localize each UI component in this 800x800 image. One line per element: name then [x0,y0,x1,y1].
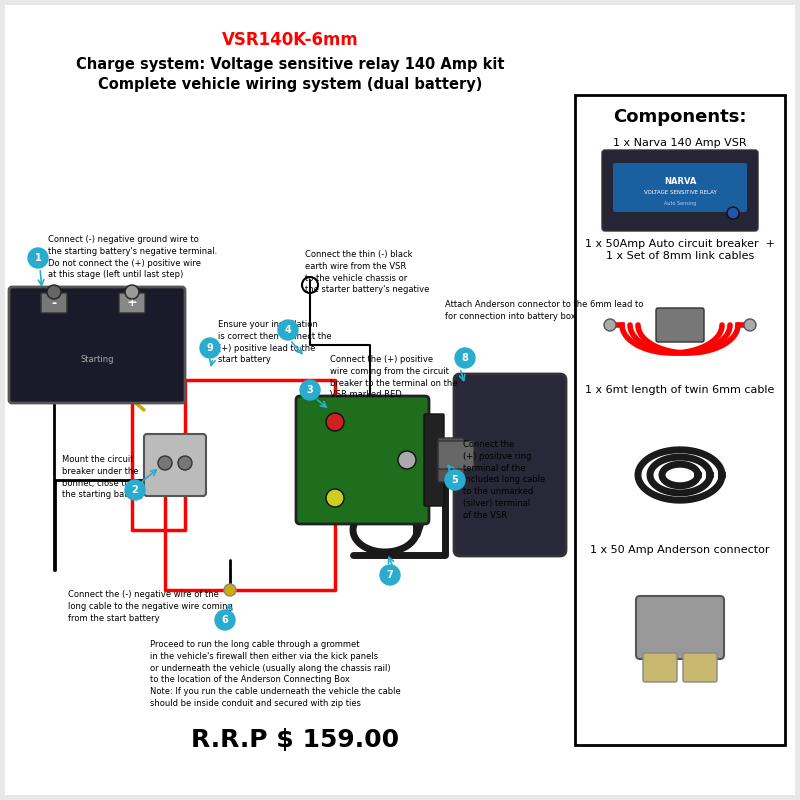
Text: 1 x 50 Amp Anderson connector: 1 x 50 Amp Anderson connector [590,545,770,555]
Text: Attach Anderson connector to the 6mm lead to
for connection into battery box: Attach Anderson connector to the 6mm lea… [445,300,643,321]
Text: Ensure your installation
is correct then connect the
(+) positive lead to the
st: Ensure your installation is correct then… [218,320,332,364]
FancyBboxPatch shape [424,414,444,506]
Text: Starting: Starting [80,355,114,365]
Text: Mount the circuit
breaker under the
bonnet, close to
the starting battery: Mount the circuit breaker under the bonn… [62,455,145,499]
Text: +: + [126,297,138,310]
Text: 9: 9 [206,343,214,353]
Text: Connect (-) negative ground wire to
the starting battery's negative terminal.
Do: Connect (-) negative ground wire to the … [48,235,218,279]
FancyBboxPatch shape [9,287,185,403]
Circle shape [200,338,220,358]
Text: Connect the thin (-) black
earth wire from the VSR
to the vehicle chassis or
the: Connect the thin (-) black earth wire fr… [305,250,430,294]
Text: Connect the (-) negative wire of the
long cable to the negative wire coming
from: Connect the (-) negative wire of the lon… [68,590,233,622]
Text: R.R.P $ 159.00: R.R.P $ 159.00 [191,728,399,752]
Circle shape [326,489,344,507]
Text: VOLTAGE SENSITIVE RELAY: VOLTAGE SENSITIVE RELAY [644,190,716,195]
Text: 1 x 50Amp Auto circuit breaker  +
1 x Set of 8mm link cables: 1 x 50Amp Auto circuit breaker + 1 x Set… [585,239,775,261]
FancyBboxPatch shape [643,653,677,682]
Circle shape [125,285,139,299]
Circle shape [398,451,416,469]
FancyBboxPatch shape [454,374,566,556]
Circle shape [125,480,145,500]
FancyBboxPatch shape [438,441,474,469]
Text: 2: 2 [132,485,138,495]
Circle shape [727,207,739,219]
Text: Connect the (+) positive
wire coming from the circuit
breaker to the terminal on: Connect the (+) positive wire coming fro… [330,355,458,399]
Text: -: - [51,297,57,310]
Circle shape [178,456,192,470]
FancyBboxPatch shape [602,150,758,231]
FancyBboxPatch shape [656,308,704,342]
Circle shape [380,565,400,585]
Text: VSR140K-6mm: VSR140K-6mm [222,31,358,49]
FancyBboxPatch shape [144,434,206,496]
Circle shape [604,319,616,331]
Text: 1 x Narva 140 Amp VSR: 1 x Narva 140 Amp VSR [613,138,747,148]
Circle shape [326,413,344,431]
Text: Components:: Components: [614,108,746,126]
Circle shape [278,320,298,340]
FancyBboxPatch shape [575,95,785,745]
Text: Charge system: Voltage sensitive relay 140 Amp kit: Charge system: Voltage sensitive relay 1… [76,58,504,73]
FancyBboxPatch shape [438,438,464,482]
Text: 8: 8 [462,353,469,363]
Text: 6: 6 [222,615,228,625]
Circle shape [47,285,61,299]
Text: Auto Sensing: Auto Sensing [664,201,696,206]
Circle shape [224,584,236,596]
Circle shape [215,610,235,630]
Circle shape [744,319,756,331]
Circle shape [300,380,320,400]
Circle shape [455,348,475,368]
Text: 1: 1 [34,253,42,263]
FancyBboxPatch shape [296,396,429,524]
Text: Proceed to run the long cable through a grommet
in the vehicle's firewall then e: Proceed to run the long cable through a … [150,640,401,708]
Text: 7: 7 [386,570,394,580]
Text: 1 x 6mt length of twin 6mm cable: 1 x 6mt length of twin 6mm cable [586,385,774,395]
Circle shape [158,456,172,470]
Text: Connect the
(+) positive ring
terminal of the
included long cable
to the unmarke: Connect the (+) positive ring terminal o… [463,440,546,520]
Text: 3: 3 [306,385,314,395]
FancyBboxPatch shape [119,293,145,313]
FancyBboxPatch shape [41,293,67,313]
Text: Complete vehicle wiring system (dual battery): Complete vehicle wiring system (dual bat… [98,78,482,93]
Text: NARVA: NARVA [664,177,696,186]
Circle shape [445,470,465,490]
FancyBboxPatch shape [613,163,747,212]
Text: 5: 5 [452,475,458,485]
FancyBboxPatch shape [683,653,717,682]
Text: 4: 4 [285,325,291,335]
FancyBboxPatch shape [5,5,795,795]
Circle shape [28,248,48,268]
FancyBboxPatch shape [636,596,724,659]
